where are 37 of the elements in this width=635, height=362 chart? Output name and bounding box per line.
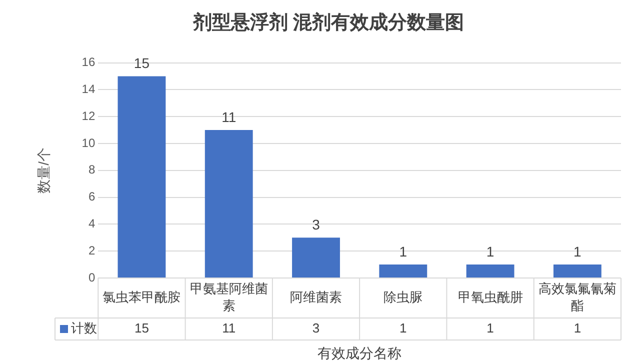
text: 1 xyxy=(574,320,582,336)
x-tick-label: 阿维菌素 xyxy=(290,290,342,305)
data-label: 15 xyxy=(134,55,150,72)
text: 1 xyxy=(400,320,407,336)
y-axis-title: 数量/个 xyxy=(35,147,52,194)
data-label: 3 xyxy=(312,216,320,233)
y-tick-label: 8 xyxy=(88,162,96,177)
data-label: 1 xyxy=(399,243,408,260)
x-tick-label: 甲氨基阿维菌素 xyxy=(190,281,268,314)
data-label: 1 xyxy=(486,243,494,260)
bar xyxy=(292,238,340,278)
bar xyxy=(466,264,514,278)
y-tick-label: 12 xyxy=(82,108,96,123)
data-label: 11 xyxy=(222,108,236,125)
bar xyxy=(204,130,253,278)
y-tick-label: 2 xyxy=(88,243,96,258)
bar xyxy=(379,264,428,278)
y-tick-label: 6 xyxy=(88,190,96,204)
y-tick-label: 14 xyxy=(82,82,96,96)
y-tick-label: 4 xyxy=(88,216,96,231)
x-tick-label: 氯虫苯甲酰胺 xyxy=(102,290,181,305)
text: 3 xyxy=(312,320,320,336)
x-tick-label: 高效氯氟氰菊酯 xyxy=(538,281,616,314)
x-axis-title: 有效成分名称 xyxy=(318,344,402,361)
legend-label: 计数 xyxy=(71,320,97,336)
chart-title: 剂型悬浮剂 混剂有效成分数量图 xyxy=(192,12,464,34)
text: 15 xyxy=(134,320,149,336)
text: 1 xyxy=(486,320,494,336)
y-tick-label: 16 xyxy=(82,55,96,70)
x-tick-label: 除虫脲 xyxy=(384,290,423,305)
x-tick-label: 甲氧虫酰肼 xyxy=(458,290,523,305)
data-label: 1 xyxy=(574,243,582,260)
bar xyxy=(118,76,166,278)
text: 11 xyxy=(222,320,236,336)
y-tick-label: 0 xyxy=(88,270,96,284)
bar xyxy=(553,264,602,278)
y-tick-label: 10 xyxy=(82,136,96,150)
